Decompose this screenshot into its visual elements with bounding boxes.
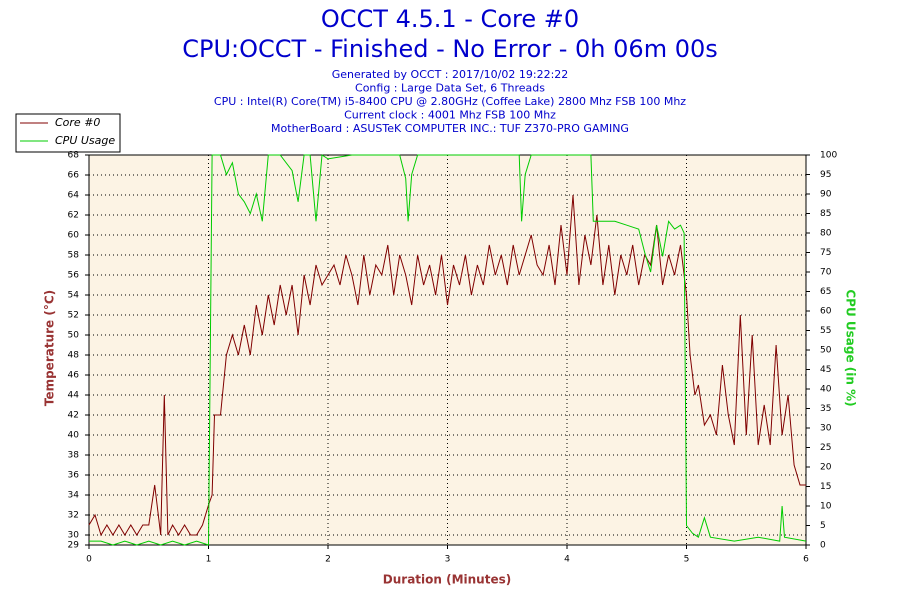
y2-tick-label: 35 (820, 404, 831, 414)
x-tick-label: 5 (684, 555, 690, 565)
y2-tick-label: 25 (820, 443, 831, 453)
y-tick-label: 52 (68, 311, 79, 321)
y-tick-label: 38 (68, 451, 80, 461)
y2-tick-label: 50 (820, 346, 832, 356)
y2-axis-label: CPU Usage (in %) (844, 289, 858, 406)
y2-tick-label: 80 (820, 229, 832, 239)
x-tick-label: 6 (803, 555, 809, 565)
info-line: Current clock : 4001 Mhz FSB 100 Mhz (344, 109, 556, 122)
y-tick-label: 54 (68, 291, 80, 301)
x-tick-label: 1 (206, 555, 212, 565)
chart-subtitle: CPU:OCCT - Finished - No Error - 0h 06m … (182, 35, 718, 63)
y2-tick-label: 20 (820, 463, 832, 473)
y-tick-label: 58 (68, 251, 80, 261)
y-tick-label: 42 (68, 411, 79, 421)
y-tick-label: 60 (68, 231, 80, 241)
y-tick-label: 66 (68, 171, 80, 181)
x-tick-label: 4 (564, 555, 570, 565)
x-axis-label: Duration (Minutes) (383, 573, 511, 587)
y2-tick-label: 70 (820, 268, 832, 278)
info-line: Generated by OCCT : 2017/10/02 19:22:22 (332, 68, 569, 81)
y-tick-label: 64 (68, 191, 80, 201)
y2-tick-label: 45 (820, 365, 831, 375)
y2-tick-label: 5 (820, 521, 826, 531)
y-tick-label: 62 (68, 211, 79, 221)
chart-title: OCCT 4.5.1 - Core #0 (321, 5, 579, 33)
y2-tick-label: 95 (820, 170, 831, 180)
y-tick-label: 34 (68, 491, 80, 501)
y2-tick-label: 60 (820, 307, 832, 317)
series-line (89, 154, 807, 546)
x-tick-label: 2 (325, 555, 331, 565)
y2-tick-label: 90 (820, 190, 832, 200)
y-tick-label: 29 (68, 541, 80, 551)
y-tick-label: 56 (68, 271, 80, 281)
y2-tick-label: 85 (820, 209, 831, 219)
series-line (88, 194, 806, 537)
legend-label: CPU Usage (55, 134, 115, 147)
y-tick-label: 40 (68, 431, 80, 441)
y-tick-label: 50 (68, 331, 80, 341)
y2-tick-label: 40 (820, 385, 832, 395)
x-tick-label: 3 (445, 555, 451, 565)
y-tick-label: 30 (68, 531, 80, 541)
legend-box (15, 113, 121, 153)
y-tick-label: 48 (68, 351, 80, 361)
y2-tick-label: 15 (820, 482, 831, 492)
info-line: Config : Large Data Set, 6 Threads (355, 82, 545, 95)
y2-tick-label: 100 (820, 151, 837, 161)
info-line: MotherBoard : ASUSTeK COMPUTER INC.: TUF… (271, 122, 629, 135)
y2-tick-label: 75 (820, 248, 831, 258)
y-axis-label: Temperature (°C) (43, 290, 57, 406)
info-line: CPU : Intel(R) Core(TM) i5-8400 CPU @ 2.… (214, 95, 686, 108)
y2-tick-label: 10 (820, 502, 832, 512)
y-tick-label: 36 (68, 471, 80, 481)
y-tick-label: 32 (68, 511, 79, 521)
legend-label: Core #0 (55, 116, 100, 129)
y-tick-label: 46 (68, 371, 80, 381)
y2-tick-label: 30 (820, 424, 832, 434)
plot-area (88, 154, 807, 546)
y-tick-label: 44 (68, 391, 80, 401)
y2-tick-label: 55 (820, 326, 831, 336)
y2-tick-label: 65 (820, 287, 831, 297)
x-tick-label: 0 (86, 555, 92, 565)
y2-tick-label: 0 (820, 541, 826, 551)
y-tick-label: 68 (68, 151, 80, 161)
